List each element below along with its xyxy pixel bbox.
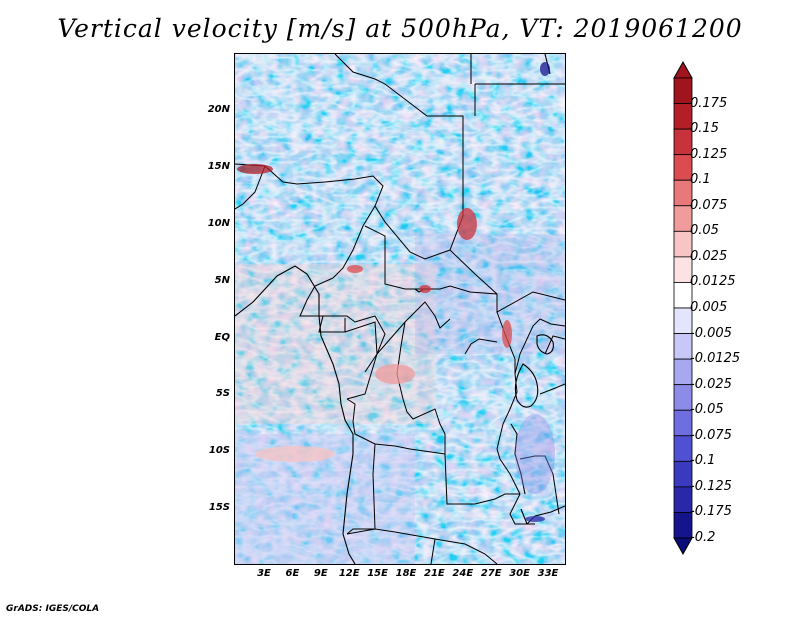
colorbar-label-12: -0.05 — [690, 402, 724, 418]
lon-tick-10: 33E — [537, 568, 559, 579]
lat-tick-5: 5S — [215, 388, 230, 399]
lat-tick-0: 20N — [207, 104, 230, 115]
colorbar-label-10: -0.0125 — [690, 351, 741, 367]
lon-tick-6: 21E — [424, 568, 445, 579]
lat-tick-3: 5N — [214, 275, 230, 286]
colorbar-label-1: 0.15 — [690, 121, 719, 137]
colorbar-label-3: 0.1 — [690, 172, 711, 188]
lon-tick-1: 6E — [285, 568, 300, 579]
colorbar-label-8: 0.005 — [690, 300, 728, 315]
lat-tick-4: EQ — [214, 332, 230, 343]
colorbar-label-6: 0.025 — [690, 248, 728, 264]
lon-tick-3: 12E — [338, 568, 360, 579]
lon-tick-8: 27E — [480, 568, 502, 579]
lon-tick-7: 24E — [452, 568, 474, 579]
colorbar-label-15: -0.125 — [690, 478, 732, 494]
colorbar-label-17: -0.2 — [690, 530, 716, 545]
lon-tick-9: 30E — [509, 568, 530, 579]
colorbar-bottom-arrow — [673, 537, 693, 556]
colorbar-label-7: 0.0125 — [690, 274, 736, 290]
colorbar-label-16: -0.175 — [690, 504, 732, 520]
colorbar-label-11: -0.025 — [690, 376, 732, 392]
lon-tick-2: 9E — [313, 568, 328, 579]
lat-tick-1: 15N — [207, 161, 230, 172]
country-borders — [235, 54, 565, 564]
grads-credit: GrADS: IGES/COLA — [6, 604, 100, 614]
map-panel — [234, 53, 566, 565]
colorbar-top-arrow — [673, 60, 693, 79]
lon-tick-0: 3E — [257, 568, 271, 579]
lat-tick-7: 15S — [208, 502, 230, 513]
lon-tick-5: 18E — [395, 568, 417, 579]
colorbar-label-2: 0.125 — [690, 146, 728, 162]
colorbar-label-14: -0.1 — [690, 453, 716, 469]
coastlines — [235, 54, 554, 564]
colorbar-label-4: 0.075 — [690, 197, 728, 213]
vertical-velocity-field — [235, 54, 565, 564]
colorbar-label-13: -0.075 — [690, 427, 732, 443]
lon-tick-4: 15E — [367, 568, 388, 579]
colorbar-label-0: 0.175 — [690, 95, 728, 111]
colorbar-label-9: -0.005 — [690, 325, 732, 341]
map-title: Vertical velocity [m/s] at 500hPa, VT: 2… — [57, 14, 743, 43]
colorbar — [673, 60, 693, 556]
lat-tick-2: 10N — [207, 218, 230, 229]
colorbar-label-5: 0.05 — [690, 223, 719, 239]
lat-tick-6: 10S — [208, 445, 230, 456]
